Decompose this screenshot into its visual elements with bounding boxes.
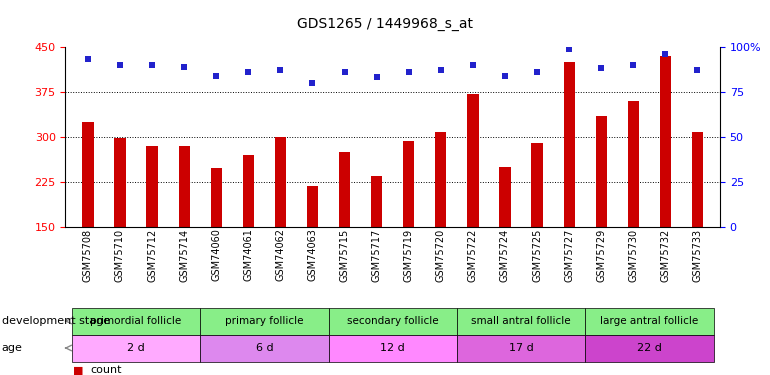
Bar: [531, 143, 543, 227]
Bar: [307, 186, 318, 227]
Text: 22 d: 22 d: [637, 343, 661, 353]
Bar: [243, 155, 254, 227]
Point: [627, 62, 639, 68]
Text: GSM75717: GSM75717: [372, 228, 382, 282]
Text: GSM75725: GSM75725: [532, 228, 542, 282]
Text: GSM75708: GSM75708: [83, 228, 93, 282]
Bar: [564, 62, 574, 227]
Point: [499, 73, 511, 79]
Bar: [467, 94, 478, 227]
Text: GSM75710: GSM75710: [115, 228, 125, 282]
Text: small antral follicle: small antral follicle: [471, 316, 571, 326]
Text: primary follicle: primary follicle: [225, 316, 303, 326]
Bar: [628, 101, 639, 227]
Text: GSM75719: GSM75719: [403, 228, 413, 282]
Text: count: count: [90, 365, 122, 375]
Text: GSM75712: GSM75712: [147, 228, 157, 282]
Text: GSM75730: GSM75730: [628, 228, 638, 282]
Text: secondary follicle: secondary follicle: [347, 316, 438, 326]
Point: [82, 57, 94, 63]
Text: GSM75729: GSM75729: [596, 228, 606, 282]
Text: GSM74061: GSM74061: [243, 228, 253, 281]
Text: GDS1265 / 1449968_s_at: GDS1265 / 1449968_s_at: [297, 17, 473, 31]
Bar: [115, 138, 126, 227]
Bar: [660, 56, 671, 227]
Point: [274, 67, 286, 73]
Point: [114, 62, 126, 68]
Text: GSM75733: GSM75733: [692, 228, 702, 282]
Bar: [275, 137, 286, 227]
Text: GSM74063: GSM74063: [307, 228, 317, 281]
Text: age: age: [2, 343, 22, 353]
Point: [467, 62, 479, 68]
Text: GSM75722: GSM75722: [468, 228, 478, 282]
Point: [370, 75, 383, 81]
Text: GSM74062: GSM74062: [276, 228, 286, 282]
Point: [146, 62, 159, 68]
Point: [563, 46, 575, 52]
Bar: [82, 122, 93, 227]
Bar: [211, 168, 222, 227]
Bar: [403, 141, 414, 227]
Text: GSM75714: GSM75714: [179, 228, 189, 282]
Point: [338, 69, 350, 75]
Bar: [179, 146, 189, 227]
Text: 17 d: 17 d: [509, 343, 534, 353]
Text: large antral follicle: large antral follicle: [601, 316, 698, 326]
Bar: [596, 116, 607, 227]
Point: [242, 69, 254, 75]
Text: GSM75715: GSM75715: [340, 228, 350, 282]
Text: 12 d: 12 d: [380, 343, 405, 353]
Text: ■: ■: [73, 365, 84, 375]
Bar: [692, 132, 703, 227]
Bar: [339, 152, 350, 227]
Text: GSM75727: GSM75727: [564, 228, 574, 282]
Text: GSM75732: GSM75732: [661, 228, 671, 282]
Point: [691, 67, 704, 73]
Bar: [435, 132, 447, 227]
Text: GSM74060: GSM74060: [211, 228, 221, 281]
Point: [434, 67, 447, 73]
Bar: [146, 146, 158, 227]
Point: [659, 51, 671, 57]
Text: development stage: development stage: [2, 316, 109, 326]
Bar: [371, 176, 382, 227]
Point: [306, 80, 319, 86]
Text: GSM75720: GSM75720: [436, 228, 446, 282]
Point: [178, 64, 190, 70]
Point: [595, 66, 608, 72]
Point: [210, 73, 223, 79]
Text: primordial follicle: primordial follicle: [90, 316, 182, 326]
Text: 2 d: 2 d: [127, 343, 145, 353]
Point: [531, 69, 543, 75]
Text: GSM75724: GSM75724: [500, 228, 510, 282]
Point: [403, 69, 415, 75]
Text: 6 d: 6 d: [256, 343, 273, 353]
Bar: [500, 167, 511, 227]
